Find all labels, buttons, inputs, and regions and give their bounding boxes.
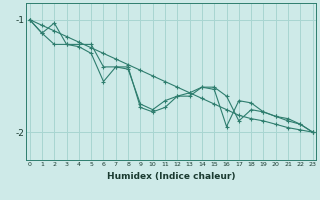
X-axis label: Humidex (Indice chaleur): Humidex (Indice chaleur)	[107, 172, 236, 181]
